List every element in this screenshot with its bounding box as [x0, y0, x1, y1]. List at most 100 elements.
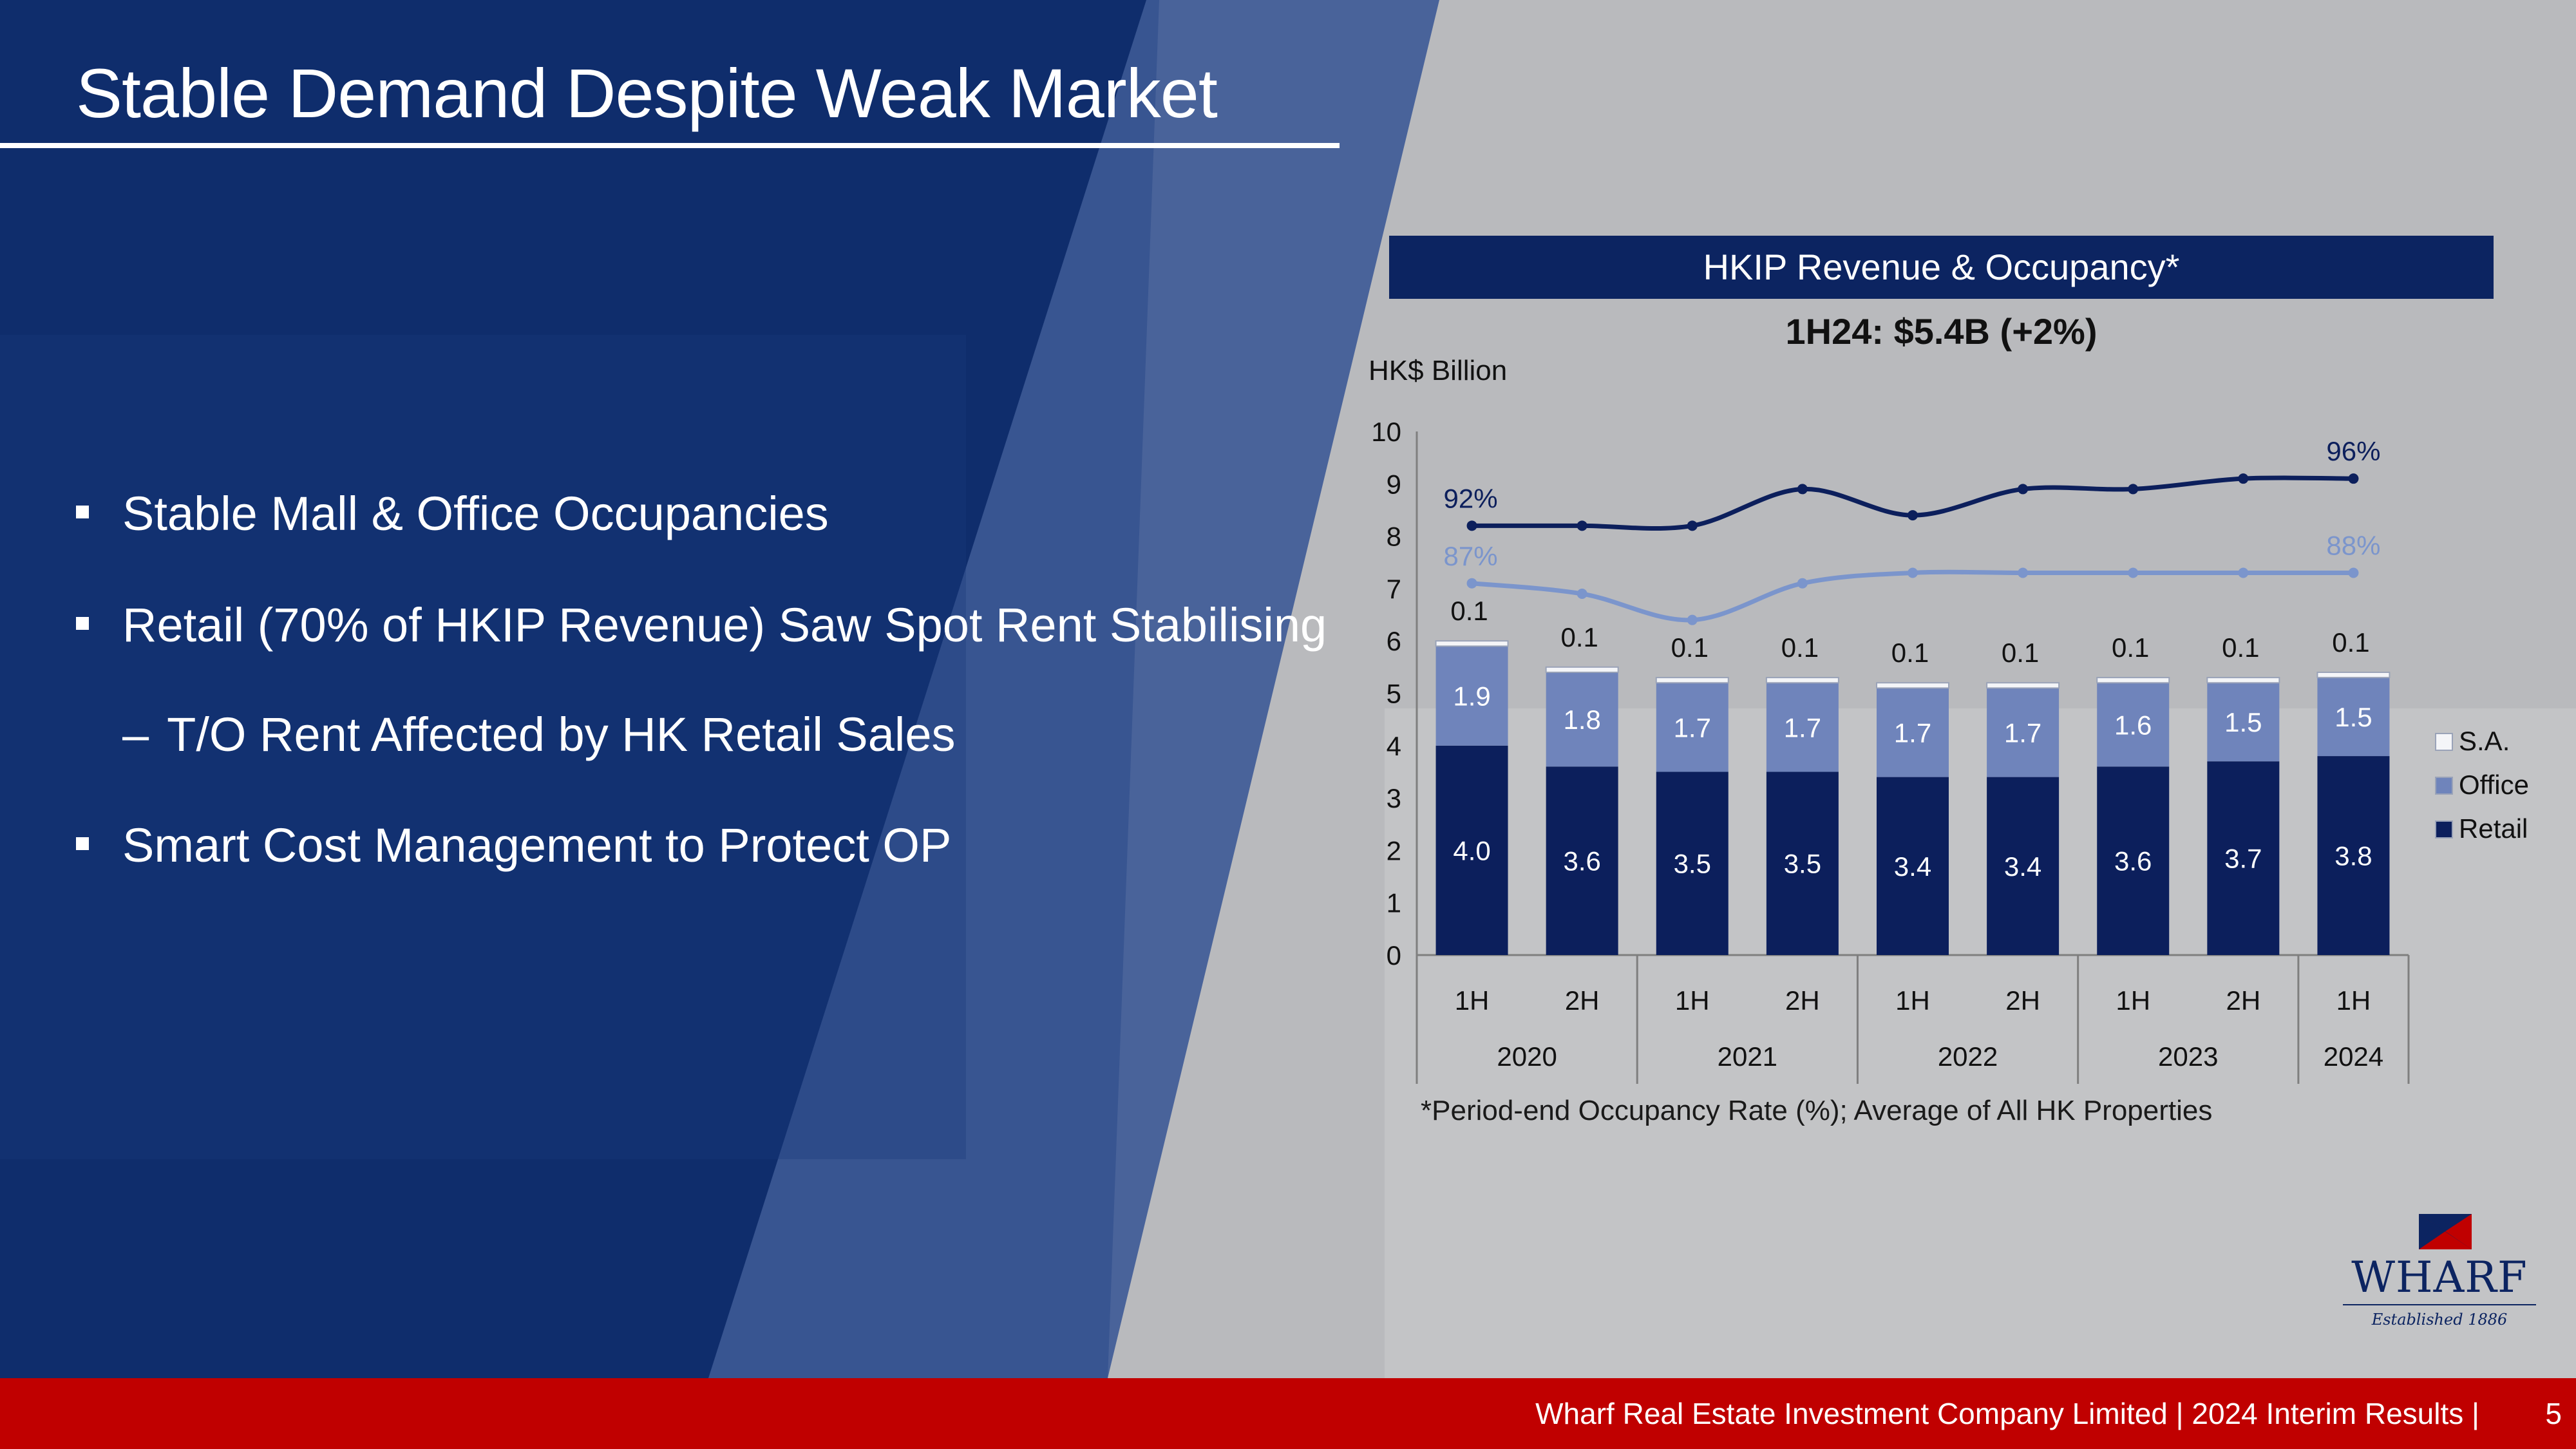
square-bullet-icon	[76, 506, 89, 519]
data-label-retail: 3.4	[2004, 851, 2041, 882]
bar-segment-office	[1766, 683, 1839, 772]
y-tick-label: 3	[1387, 783, 1401, 813]
occupancy-point	[1466, 578, 1477, 589]
occupancy-point	[2348, 567, 2359, 578]
data-label-retail: 3.4	[1894, 851, 1931, 882]
x-tick-label: 1H	[2116, 985, 2150, 1016]
data-label-sa: 0.1	[2222, 632, 2259, 663]
bullet-item: Retail (70% of HKIP Revenue) Saw Spot Re…	[76, 598, 1327, 652]
bar-segment-retail	[1435, 745, 1508, 955]
occupancy-line	[1472, 475, 2354, 531]
x-tick-label: 2H	[1785, 985, 1820, 1016]
legend-swatch	[2435, 820, 2453, 838]
occupancy-point	[1466, 520, 1477, 531]
y-tick-label: 5	[1387, 679, 1401, 709]
bar-segment-retail	[2207, 761, 2280, 955]
x-tick-label: 2H	[1565, 985, 1600, 1016]
data-label-office: 1.8	[1563, 705, 1600, 735]
data-label-sa: 0.1	[2332, 627, 2369, 658]
legend-swatch	[2435, 777, 2453, 795]
y-tick-label: 2	[1387, 835, 1401, 866]
bar-segment-retail	[1766, 772, 1839, 955]
x-tick-label: 1H	[1675, 985, 1710, 1016]
bar-segment-sa	[1986, 682, 2060, 689]
bullet-text: Smart Cost Management to Protect OP	[122, 819, 952, 872]
data-label-office: 1.7	[1674, 712, 1711, 743]
bar-segment-sa	[1435, 640, 1509, 647]
square-bullet-icon	[76, 837, 89, 851]
data-label-sa: 0.1	[2002, 638, 2039, 668]
bar-segment-sa	[2096, 677, 2170, 684]
data-label-retail: 4.0	[1453, 835, 1490, 866]
x-tick-label: 1H	[2336, 985, 2371, 1016]
occupancy-point	[1687, 520, 1698, 531]
y-tick-label: 9	[1387, 469, 1401, 499]
occupancy-point	[1687, 614, 1698, 625]
revenue-occupancy-chart: HK$ Billion 0 1 2 3 4 5 6 7 8 9 10 4.0 1.9 0.1 1H 3.6 1.8…	[1368, 355, 2529, 1084]
data-label-sa: 0.1	[1891, 638, 1929, 668]
legend-label: S.A.	[2459, 726, 2510, 756]
page-number: 5	[2545, 1397, 2562, 1430]
occupancy-start-label: 92%	[1444, 483, 1498, 513]
data-label-retail: 3.8	[2334, 841, 2372, 871]
data-label-office: 1.6	[2114, 710, 2152, 740]
bullet-text: Retail (70% of HKIP Revenue) Saw Spot Re…	[122, 598, 1327, 652]
bullet-text: Stable Mall & Office Occupancies	[122, 487, 829, 540]
data-label-office: 1.5	[2334, 702, 2372, 732]
occupancy-end-label: 88%	[2326, 531, 2380, 561]
occupancy-point	[2238, 567, 2249, 578]
footer-bar	[0, 1378, 2576, 1449]
data-label-office: 1.7	[1894, 717, 1931, 748]
bar-segment-office	[1877, 688, 1949, 777]
x-group-label: 2024	[2324, 1041, 2383, 1072]
occupancy-point	[1908, 567, 1918, 578]
bar-segment-office	[2317, 677, 2390, 757]
x-tick-label: 2H	[2005, 985, 2040, 1016]
occupancy-start-label: 87%	[1444, 541, 1498, 571]
slide-title: Stable Demand Despite Weak Market	[76, 54, 1218, 132]
data-label-office: 1.7	[1784, 712, 1821, 743]
x-tick-label: 1H	[1895, 985, 1930, 1016]
legend-label: Office	[2459, 770, 2529, 800]
logo-tagline: Established 1886	[2371, 1311, 2508, 1329]
y-tick-label: 0	[1387, 940, 1401, 971]
bar-segment-retail	[2097, 766, 2170, 955]
occupancy-point	[2018, 484, 2029, 495]
occupancy-point	[2128, 567, 2139, 578]
data-label-sa: 0.1	[1450, 596, 1488, 626]
data-label-sa: 0.1	[1671, 632, 1709, 663]
data-label-sa: 0.1	[1781, 632, 1819, 663]
footer-text: Wharf Real Estate Investment Company Lim…	[1535, 1397, 2479, 1430]
square-bullet-icon	[76, 617, 89, 630]
x-group-label: 2022	[1938, 1041, 1998, 1072]
bar-segment-sa	[1765, 677, 1839, 684]
bar-segment-office	[2207, 683, 2280, 762]
chart-footnote: *Period-end Occupancy Rate (%); Average …	[1421, 1095, 2213, 1126]
data-label-office: 1.7	[2004, 717, 2041, 748]
data-label-retail: 3.5	[1784, 849, 1821, 879]
bullet-item: Smart Cost Management to Protect OP	[76, 818, 951, 873]
x-group-label: 2023	[2158, 1041, 2218, 1072]
y-tick-label: 6	[1387, 626, 1401, 656]
occupancy-point	[2238, 473, 2249, 484]
bullet-text: T/O Rent Affected by HK Retail Sales	[167, 708, 956, 761]
bar-segment-sa	[2316, 671, 2391, 679]
bar-segment-retail	[2317, 756, 2390, 955]
logo-wordmark: WHARF	[2351, 1253, 2528, 1302]
occupancy-point	[1908, 510, 1918, 521]
data-label-office: 1.5	[2224, 707, 2262, 737]
occupancy-line	[1472, 569, 2354, 623]
title-underline	[0, 143, 1340, 148]
bar-segment-office	[1656, 683, 1728, 772]
y-tick-label: 7	[1387, 574, 1401, 604]
occupancy-end-label: 96%	[2326, 436, 2380, 466]
bar-segment-retail	[1546, 766, 1618, 955]
data-label-sa: 0.1	[2112, 632, 2149, 663]
bar-segment-retail	[1987, 777, 2060, 955]
sub-bullet-item: – T/O Rent Affected by HK Retail Sales	[122, 707, 955, 762]
occupancy-point	[1577, 589, 1587, 600]
data-label-retail: 3.7	[2224, 844, 2262, 874]
x-tick-label: 2H	[2226, 985, 2260, 1016]
bar-segment-retail	[1877, 777, 1949, 955]
wharf-flag-icon	[2419, 1214, 2472, 1249]
